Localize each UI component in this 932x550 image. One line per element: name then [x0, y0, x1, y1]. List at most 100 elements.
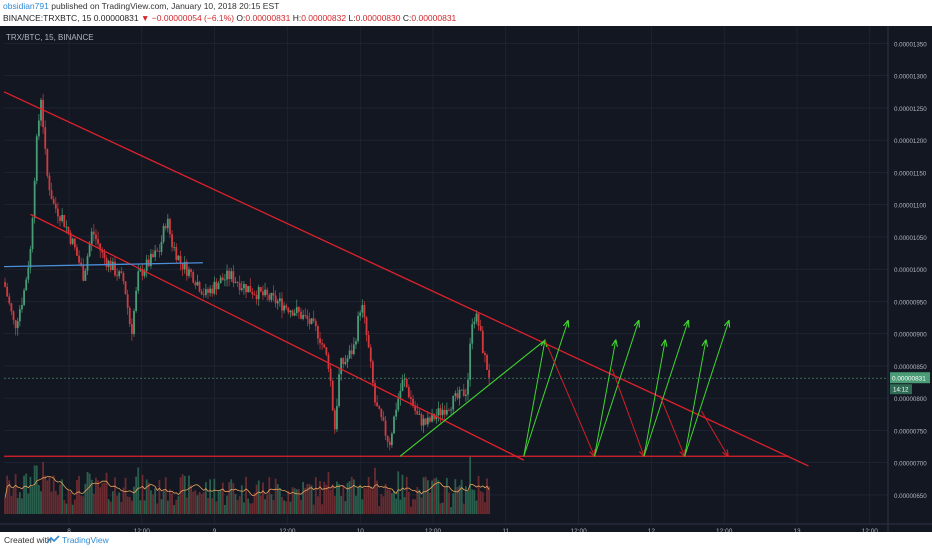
- x-tick-label: 12:00: [279, 528, 296, 532]
- volume-bar: [215, 501, 218, 514]
- candle-body: [291, 310, 294, 316]
- published-text: published on TradingView.com, January 10…: [51, 1, 280, 11]
- candle-body: [264, 289, 266, 296]
- candle-body: [439, 408, 442, 416]
- volume-bar: [437, 480, 440, 514]
- volume-bar: [443, 486, 446, 514]
- volume-bar: [192, 491, 195, 514]
- volume-bar: [230, 479, 233, 514]
- volume-bar: [141, 474, 144, 514]
- volume-bar: [4, 497, 6, 514]
- candle-body: [18, 309, 21, 322]
- y-tick-label: 0.00001250: [894, 106, 927, 113]
- volume-bar: [460, 479, 463, 514]
- candle-body: [469, 343, 472, 380]
- candle-body: [435, 415, 438, 420]
- volume-bar: [355, 495, 357, 514]
- candle-body: [238, 283, 241, 291]
- volume-bar: [86, 471, 89, 514]
- volume-bar: [154, 488, 157, 514]
- candle-body: [462, 389, 465, 396]
- volume-bar: [116, 495, 118, 514]
- volume-bar: [331, 484, 334, 514]
- volume-bar: [130, 500, 133, 514]
- volume-bar: [382, 496, 385, 514]
- volume-bar: [234, 494, 237, 514]
- candle-body: [384, 420, 387, 436]
- volume-bar: [139, 500, 142, 514]
- change-value: −0.00000054 (−6.1%): [151, 13, 235, 23]
- volume-bar: [429, 492, 431, 514]
- volume-bar: [310, 485, 313, 514]
- candle-body: [156, 250, 159, 252]
- candle-body: [369, 347, 372, 362]
- volume-bar: [251, 503, 254, 514]
- tradingview-brand-link[interactable]: TradingView: [62, 535, 109, 545]
- candle-body: [135, 290, 138, 311]
- candle-body: [171, 234, 173, 248]
- candle-body: [137, 271, 140, 291]
- volume-bar: [397, 471, 400, 514]
- y-tick-label: 0.00001100: [894, 203, 927, 210]
- candle-body: [65, 226, 68, 228]
- low-label: L:: [348, 13, 356, 23]
- chart-container[interactable]: TRX/BTC, 15, BINANCE 0.00001350 0.0000130…: [0, 26, 932, 532]
- candle-body: [293, 313, 296, 316]
- x-tick-label: 12:00: [716, 528, 733, 532]
- candle-body: [71, 238, 74, 244]
- green-up-arrow: [643, 340, 665, 457]
- volume-bar: [259, 495, 262, 514]
- candle-body: [175, 247, 178, 260]
- price-axis-bg: [888, 26, 932, 532]
- volume-bar: [317, 496, 319, 514]
- candle-body: [78, 255, 80, 263]
- candle-body: [359, 312, 362, 316]
- author-link[interactable]: obsidian791: [3, 1, 49, 11]
- candle-body: [215, 281, 218, 290]
- volume-bar: [452, 493, 455, 514]
- candle-body: [312, 318, 315, 321]
- volume-bar: [369, 486, 372, 514]
- time-axis[interactable]: 8 12:00 9 12:00 10 12:00 11 12:00 12 12:00 13 12:00: [0, 523, 932, 532]
- volume-bar: [327, 472, 330, 514]
- drawing-lines[interactable]: [3, 91, 809, 467]
- tradingview-logo-icon[interactable]: [46, 534, 60, 546]
- volume-bar: [35, 465, 38, 514]
- close-label: C:: [402, 13, 412, 23]
- candle-body: [185, 261, 188, 276]
- green-up-arrow: [643, 321, 688, 457]
- candle-body: [295, 307, 298, 314]
- candle-body: [95, 234, 97, 240]
- volume-bar: [295, 489, 298, 514]
- candle-body: [57, 208, 59, 217]
- candle-body: [325, 347, 328, 355]
- volume-bar: [209, 479, 212, 514]
- volume-bar: [365, 488, 368, 514]
- volume-bar: [393, 491, 395, 514]
- volume-bar: [6, 475, 9, 514]
- candle-body: [380, 408, 383, 418]
- volume-bar: [219, 489, 222, 514]
- candle-body: [122, 272, 125, 282]
- price-chart[interactable]: TRX/BTC, 15, BINANCE 0.00001350 0.0000130…: [0, 26, 932, 532]
- volume-bar: [147, 482, 150, 514]
- volume-bar: [46, 480, 49, 514]
- candle-body: [367, 334, 370, 348]
- volume-bar: [101, 483, 104, 514]
- volume-bar: [475, 500, 478, 514]
- volume-bar: [262, 482, 264, 514]
- price-axis[interactable]: 0.00001350 0.00001300 0.00001250 0.00001200…: [887, 26, 932, 532]
- volume-bar: [312, 504, 315, 514]
- volume-bar: [407, 491, 410, 514]
- candle-body: [179, 255, 182, 264]
- candle-body: [306, 315, 309, 320]
- volume-bar: [207, 497, 209, 514]
- candle-body: [67, 226, 70, 233]
- volume-bar: [418, 489, 421, 514]
- projection-arrows[interactable]: [523, 321, 729, 457]
- candle-body: [283, 305, 285, 311]
- candle-body: [14, 320, 17, 329]
- last-price-tag: [890, 372, 930, 384]
- candle-body: [414, 405, 417, 411]
- candle-body: [272, 292, 275, 296]
